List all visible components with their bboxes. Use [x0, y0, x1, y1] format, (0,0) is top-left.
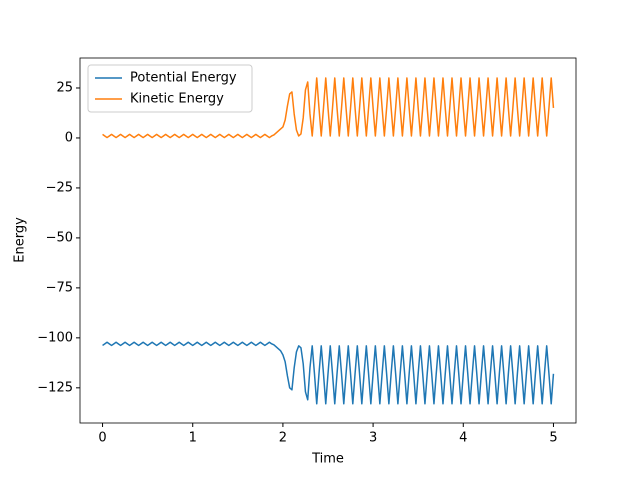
y-tick-label: −50	[46, 230, 73, 245]
y-tick-label: −75	[46, 280, 73, 295]
series-line	[102, 77, 555, 139]
x-tick-label: 0	[98, 431, 106, 446]
y-axis-label: Energy	[13, 217, 28, 263]
y-tick-label: 25	[56, 80, 73, 95]
legend-box	[87, 64, 253, 113]
y-tick-label: −125	[37, 380, 73, 395]
y-tick-label: −100	[37, 330, 73, 345]
y-tick-label: −25	[46, 180, 73, 195]
x-tick-label: 5	[549, 431, 557, 446]
y-tick-label: 0	[65, 130, 73, 145]
x-tick-label: 4	[459, 431, 467, 446]
x-tick-label: 3	[369, 431, 377, 446]
x-axis-label: Time	[311, 452, 344, 467]
x-tick-label: 2	[279, 431, 287, 446]
legend-label: Potential Energy	[130, 71, 237, 86]
series-line	[102, 341, 555, 405]
plot-frame	[79, 57, 577, 424]
x-tick-label: 1	[189, 431, 197, 446]
legend-label: Kinetic Energy	[130, 92, 224, 107]
legend: Potential Energy Kinetic Energy	[87, 64, 253, 113]
